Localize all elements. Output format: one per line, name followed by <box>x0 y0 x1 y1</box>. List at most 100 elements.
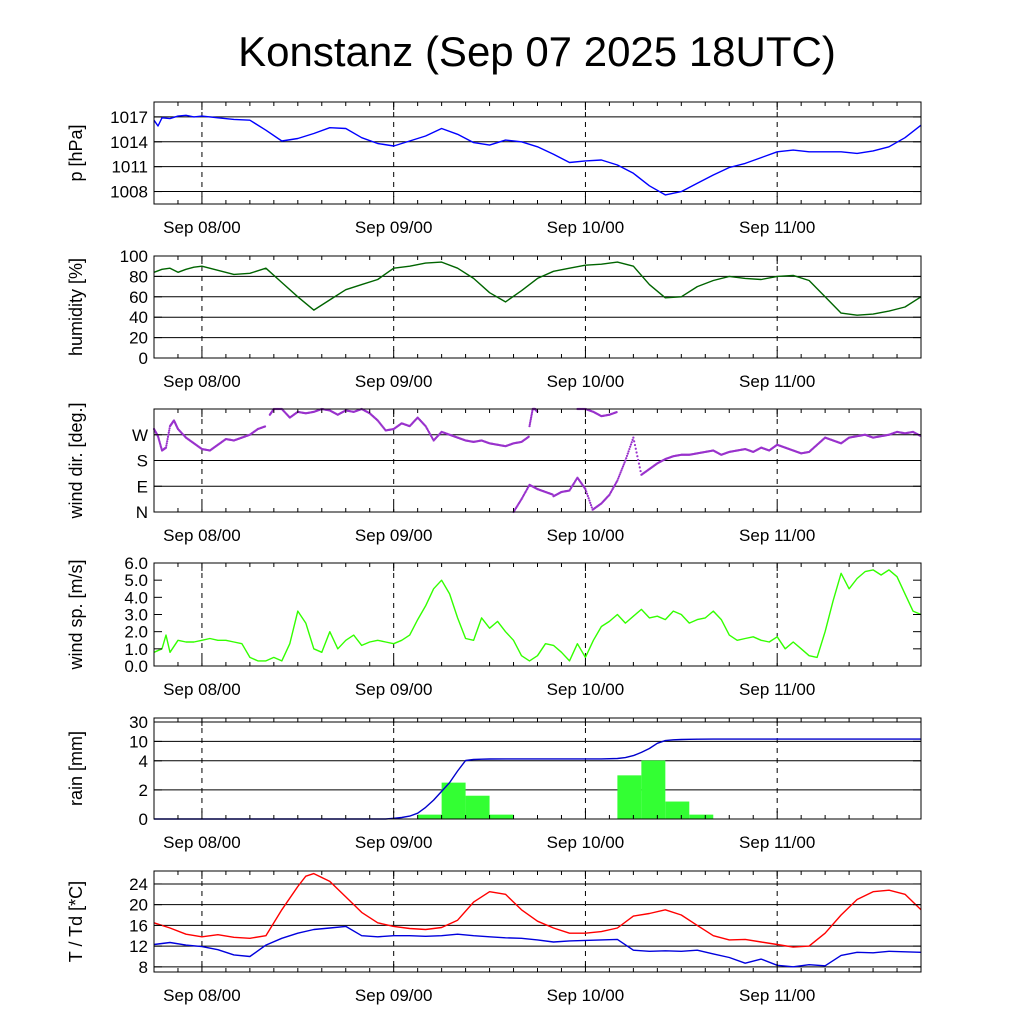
ytick-label: 24 <box>129 875 148 894</box>
wind-direction-point <box>590 506 593 509</box>
ytick-label: E <box>137 477 148 496</box>
ytick-label: S <box>137 452 148 471</box>
rain-bar-1 <box>441 782 466 819</box>
y-axis-label: wind sp. [m/s] <box>66 559 86 670</box>
wind-direction-point <box>167 433 170 436</box>
xtick-label: Sep 11/00 <box>739 680 815 699</box>
wind-direction-segment-4 <box>552 476 594 511</box>
wind-direction-point <box>615 411 618 414</box>
series-line-0 <box>153 261 922 316</box>
ytick-label: 1.0 <box>124 640 148 659</box>
ytick-label: 1014 <box>110 133 148 152</box>
wind-direction-point <box>530 411 534 414</box>
wind-direction-segment-2 <box>528 407 539 428</box>
xtick-label: Sep 09/00 <box>355 833 433 852</box>
ytick-label: 0 <box>139 810 148 829</box>
wind-direction-point <box>629 443 633 446</box>
wind-direction-point <box>588 499 591 502</box>
ytick-label: 5.0 <box>124 571 148 590</box>
wind-direction-point <box>632 436 635 439</box>
ytick-label: 10 <box>129 732 148 751</box>
y-axis-label: T / Td [*C] <box>66 881 86 962</box>
wind-direction-point <box>530 416 533 419</box>
xtick-label: Sep 09/00 <box>355 218 433 237</box>
wind-direction-point <box>624 459 627 462</box>
wind-direction-segment-1 <box>268 407 530 448</box>
wind-direction-point <box>622 463 625 466</box>
xtick-label: Sep 11/00 <box>739 833 815 852</box>
wind-direction-point <box>633 440 636 443</box>
wind-direction-point <box>530 414 533 417</box>
ytick-label: 0 <box>139 349 148 368</box>
wind-direction-point <box>166 437 169 441</box>
wind-direction-point <box>638 466 641 469</box>
wind-direction-point <box>528 425 531 428</box>
ytick-label: 60 <box>129 288 148 307</box>
wind-direction-point <box>529 421 532 424</box>
ytick-label: 20 <box>129 896 148 915</box>
wind-direction-point <box>616 479 619 482</box>
xtick-label: Sep 08/00 <box>163 372 241 391</box>
rain-bar-5 <box>641 760 666 819</box>
xtick-label: Sep 09/00 <box>355 372 433 391</box>
wind-direction-point <box>617 475 621 478</box>
wind-direction-point <box>631 438 634 441</box>
xtick-label: Sep 11/00 <box>739 218 815 237</box>
ytick-label: 3.0 <box>124 606 148 625</box>
y-axis-label: humidity [%] <box>66 258 86 356</box>
rain-bar-3 <box>489 814 514 819</box>
ytick-label: 2 <box>139 781 148 800</box>
rain-bar-2 <box>465 795 490 819</box>
ytick-label: 6.0 <box>124 554 148 573</box>
wind-direction-point <box>623 461 626 464</box>
wind-direction-point <box>530 413 533 416</box>
wind-direction-point <box>166 440 169 443</box>
wind-direction-point <box>625 454 629 458</box>
wind-direction-point <box>621 465 625 468</box>
xtick-label: Sep 09/00 <box>355 680 433 699</box>
wind-direction-point <box>168 429 171 432</box>
wind-direction-point <box>168 427 171 430</box>
ytick-label: 30 <box>129 713 148 732</box>
rain-bar-4 <box>617 775 642 819</box>
ytick-label: 2.0 <box>124 623 148 642</box>
wind-direction-point <box>636 455 639 458</box>
wind-direction-point <box>587 497 590 500</box>
panel-pressure: 1008 1011 1014 1017 p [hPa] Sep 08/00 Sep 09/0… <box>66 101 922 237</box>
xtick-label: Sep 08/00 <box>163 526 241 545</box>
ytick-label: 20 <box>129 329 148 348</box>
ytick-label: 1008 <box>110 183 148 202</box>
wind-direction-point <box>167 431 170 434</box>
xtick-label: Sep 10/00 <box>547 526 625 545</box>
series-line-0 <box>153 569 922 662</box>
wind-direction-point <box>621 467 624 470</box>
wind-direction-point <box>628 447 631 451</box>
wind-direction-segment-3 <box>512 483 554 514</box>
series-line-1 <box>153 925 922 968</box>
panel-frame <box>153 562 922 667</box>
xtick-label: Sep 11/00 <box>739 986 815 1005</box>
wind-direction-segment-6 <box>592 430 922 511</box>
y-axis-label: wind dir. [deg.] <box>66 402 86 519</box>
wind-direction-point <box>531 409 534 412</box>
wind-direction-point <box>589 504 593 507</box>
ytick-label: 1011 <box>111 158 148 177</box>
wind-direction-point <box>165 444 168 447</box>
rain-bar-0 <box>417 814 442 819</box>
xtick-label: Sep 11/00 <box>739 372 815 391</box>
series-line-0 <box>154 738 921 820</box>
wind-direction-point <box>585 490 588 493</box>
wind-direction-point <box>635 451 638 454</box>
xtick-label: Sep 08/00 <box>163 833 241 852</box>
y-axis-label: p [hPa] <box>66 124 86 181</box>
panel-frame <box>153 717 922 820</box>
wind-direction-point <box>586 494 589 498</box>
xtick-label: Sep 10/00 <box>547 680 625 699</box>
wind-direction-point <box>585 492 589 495</box>
ytick-label: 80 <box>129 267 148 286</box>
ytick-label: 16 <box>129 916 148 935</box>
wind-direction-point <box>619 471 622 474</box>
